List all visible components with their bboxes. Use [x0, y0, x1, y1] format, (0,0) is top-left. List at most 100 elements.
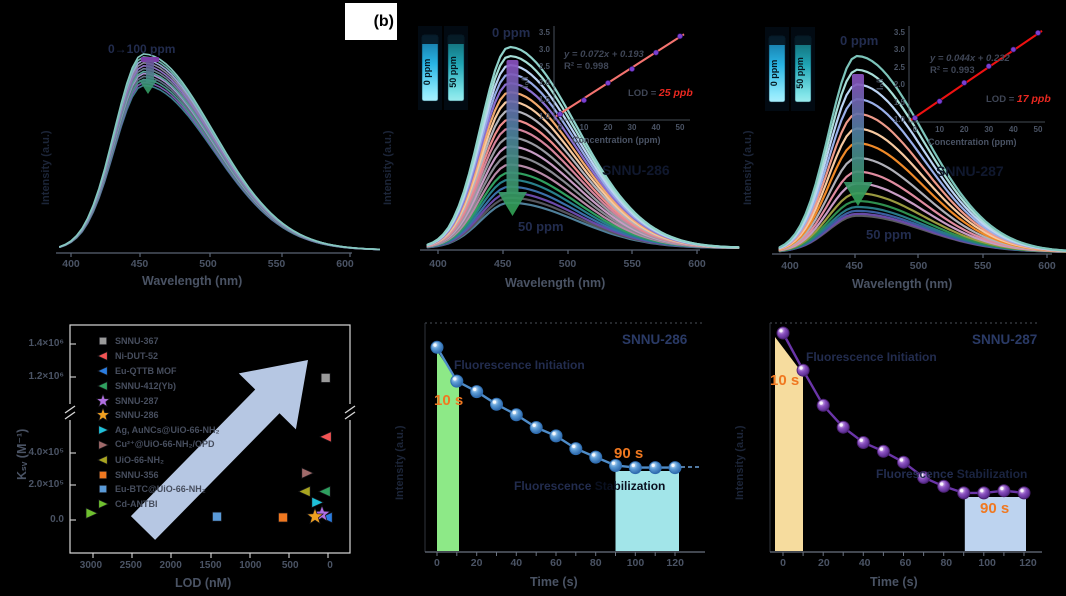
zero-ppm-label: 0 ppm — [492, 25, 531, 40]
axis-tick: 3000 — [79, 560, 103, 571]
axis-tick: 30 — [627, 123, 637, 132]
axis-tick: 20 — [959, 125, 969, 134]
stabilization-label: Fluorescence Stabilization — [876, 467, 1028, 481]
legend-marker-icon — [96, 454, 108, 465]
axis-tick: 1.0 — [538, 111, 550, 121]
legend-item: Cu²⁺@UiO-66-NH₂/OPD — [96, 438, 219, 453]
x-axis-label: Wavelength (nm) — [142, 274, 243, 288]
legend-item: Ag, AuNCs@UiO-66-NH₂ — [96, 423, 219, 438]
axis-tick: 550 — [623, 258, 642, 270]
lod-annotation: LOD = 17 ppb — [986, 89, 1051, 107]
legend-label: SNNU-287 — [115, 395, 159, 406]
y-tick: 2.0×10⁵ — [28, 479, 64, 490]
x-axis-label: LOD (nM) — [175, 576, 232, 590]
legend-label: Ag, AuNCs@UiO-66-NH₂ — [115, 425, 220, 436]
axis-tick: 550 — [267, 258, 286, 270]
axis-tick: 60 — [550, 557, 562, 569]
lod-value: 17 ppb — [1016, 93, 1051, 105]
axis-tick: 120 — [666, 557, 684, 569]
zero-ppm-label: 0 ppm — [840, 33, 879, 48]
axis-tick: 1.5 — [893, 97, 905, 107]
r-squared: R² = 0.998 — [564, 61, 609, 72]
axis-tick: 0 — [780, 557, 786, 569]
legend-label: UiO-66-NH₂ — [115, 454, 165, 465]
y-axis-label: Intensity (a.u.) — [734, 425, 746, 500]
axis-tick: 600 — [336, 258, 354, 270]
legend-marker-icon — [98, 485, 108, 494]
spectra-chart-a — [56, 53, 380, 257]
legend-marker-icon — [96, 380, 108, 391]
panel-b-tag-text: (b) — [373, 12, 394, 30]
axis-tick: 40 — [858, 557, 871, 569]
y-axis-label: Kₛᵥ (M⁻¹) — [15, 428, 29, 480]
legend-marker-icon — [96, 408, 110, 422]
legend-marker-icon — [96, 351, 108, 361]
inset-x-ticks: 0 10 20 30 40 50 — [903, 125, 1050, 134]
axis-tick: 40 — [651, 123, 661, 132]
x-axis-ticks: 400 450 500 550 600 — [418, 258, 717, 270]
panel-e-time-response: SNNU-286 Fluorescence Initiation 10 s 90… — [390, 300, 730, 596]
material-title: SNNU-286 — [602, 162, 670, 178]
legend-label: Eu-QTTB MOF — [115, 365, 177, 376]
axis-tick: 3.0 — [893, 45, 905, 55]
legend-marker-icon — [98, 425, 110, 435]
axis-tick: 100 — [626, 557, 645, 569]
axis-tick: 3.5 — [538, 28, 550, 37]
axis-tick: 1.0 — [893, 114, 905, 124]
legend-item: SNNU-412(Yb) — [96, 378, 219, 393]
y-tick: 0.0 — [50, 514, 64, 525]
axis-tick: 500 — [558, 258, 577, 270]
axis-tick: 80 — [940, 557, 953, 569]
axis-tick: 10 — [579, 123, 589, 132]
legend-marker-icon — [98, 470, 108, 479]
x-axis-ticks: 400 450 500 550 600 — [770, 260, 1066, 272]
lod-annotation: LOD = 25 ppb — [628, 83, 693, 101]
axis-tick: 0 — [557, 123, 563, 132]
cuvette-label: 50 ppm — [448, 56, 458, 88]
axis-tick: 600 — [688, 258, 706, 270]
time-90s-label: 90 s — [614, 445, 644, 462]
legend-marker-icon — [98, 337, 108, 346]
axis-tick: 2.5 — [538, 61, 550, 71]
panel-a-spectra: 0→100 ppm 400 450 500 550 600 Wavelength (nm… — [0, 0, 380, 300]
legend-marker-icon — [98, 440, 110, 450]
x-axis-ticks: 3000 2500 2000 1500 1000 500 0 — [71, 560, 350, 571]
axis-tick: 0 — [433, 557, 440, 569]
inset-y-label: I₀/I — [875, 78, 885, 90]
axis-tick: 40 — [510, 557, 523, 569]
x-axis-label: Time (s) — [530, 575, 578, 589]
axis-tick: 2.0 — [893, 80, 905, 90]
fifty-ppm-label: 50 ppm — [866, 227, 912, 242]
y-axis-label: Intensity (a.u.) — [382, 130, 394, 205]
axis-tick: 2.0 — [538, 78, 550, 88]
panel-f-time-response: SNNU-287 Fluorescence Initiation 10 s 90… — [730, 300, 1066, 596]
panel-b-spectra: 0 ppm 50 ppm 0 ppm 50 ppm SNNU-286 y = 0.… — [380, 0, 740, 300]
x-axis-ticks: 400 450 500 550 600 — [51, 258, 365, 270]
axis-tick: 400 — [429, 258, 447, 270]
legend-item: Cd-ANTBI — [96, 497, 219, 512]
x-axis-ticks: 0 20 40 60 80 100 120 — [417, 557, 695, 569]
legend-item: SNNU-367 — [96, 334, 219, 349]
initiation-label: Fluorescence Initiation — [454, 358, 585, 372]
axis-tick: 0 — [912, 125, 918, 134]
axis-tick: 1000 — [239, 560, 262, 571]
axis-tick: 450 — [130, 258, 149, 270]
axis-tick: 10 — [935, 125, 945, 134]
spectra-chart-c: 0 ppm 50 ppm — [765, 26, 1066, 258]
x-axis-label: Wavelength (nm) — [505, 276, 606, 290]
cuvette-label: 50 ppm — [795, 57, 805, 89]
axis-tick: 60 — [899, 557, 912, 569]
cuvette-label: 0 ppm — [769, 60, 779, 87]
y-tick: 1.2×10⁶ — [28, 371, 64, 382]
time-10s-label: 10 s — [770, 372, 800, 389]
legend-label: Eu-BTC@UiO-66-NH₂ — [115, 484, 206, 495]
axis-tick: 120 — [1019, 557, 1037, 569]
inset-y-ticks: 3.5 3.0 2.5 2.0 1.5 1.0 — [528, 28, 550, 121]
concentration-range-label: 0→100 ppm — [108, 42, 176, 56]
panel-d-comparison: 1.4×10⁶ 1.2×10⁶ 4.0×10⁵ 2.0×10⁵ 0.0 SNNU… — [0, 300, 390, 596]
legend-item: SNNU-286 — [96, 408, 219, 423]
axis-tick: 2.5 — [893, 62, 905, 72]
legend-label: SNNU-412(Yb) — [115, 380, 177, 391]
y-axis-label: Intensity (a.u.) — [40, 130, 52, 205]
axis-tick: 2500 — [119, 560, 142, 571]
